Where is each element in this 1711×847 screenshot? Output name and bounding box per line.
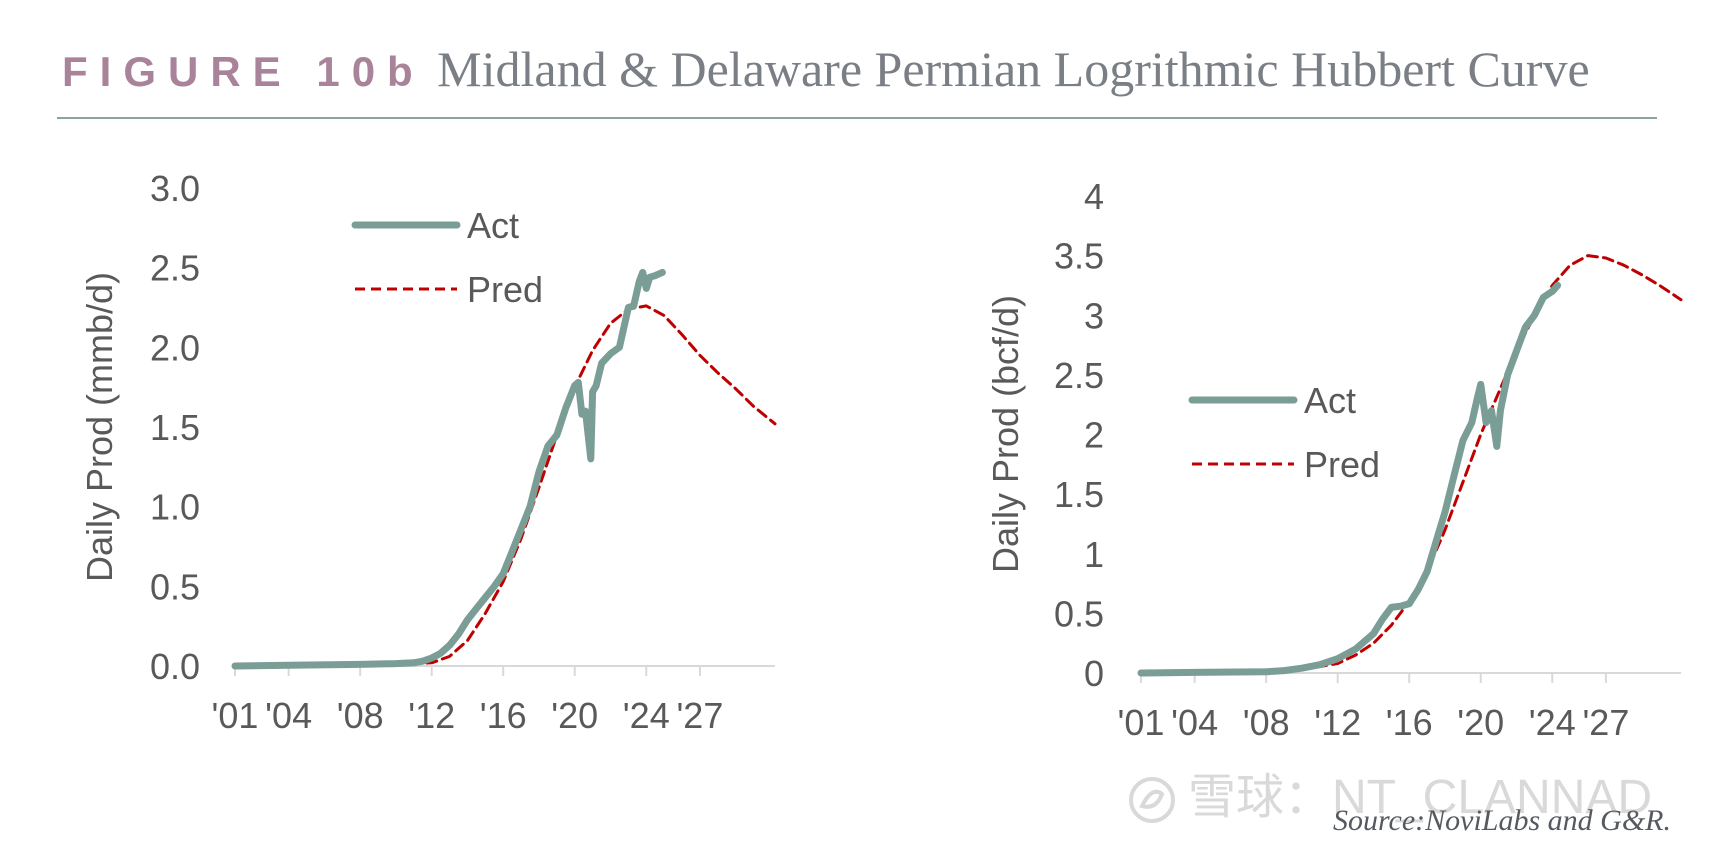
oil-y-tick-label: 0.0 [150, 646, 200, 687]
oil-legend-label-pred: Pred [467, 269, 543, 310]
gas-y-tick-label: 4 [1084, 176, 1104, 217]
watermark-text: 雪球：NT_CLANNAD [1188, 771, 1653, 824]
oil-x-tick-label: '20 [551, 695, 598, 736]
gas-x-tick-label: '12 [1314, 702, 1361, 743]
oil-x-tick-label: '16 [480, 695, 527, 736]
gas-y-tick-label: 3 [1084, 295, 1104, 336]
oil-series-act-line [231, 268, 666, 670]
gas-x-tick-label: '16 [1386, 702, 1433, 743]
oil-y-axis-label: Daily Prod (mmb/d) [79, 272, 120, 582]
oil-legend-label-act: Act [467, 205, 519, 246]
gas-legend-label-pred: Pred [1304, 444, 1380, 485]
gas-x-tick-label: '24 [1529, 702, 1576, 743]
gas-series-pred-line [1139, 254, 1683, 675]
gas-y-tick-label: 0.5 [1054, 593, 1104, 634]
source-note: Source:NoviLabs and G&R. [1332, 804, 1671, 837]
snowball-logo-icon [1129, 777, 1175, 824]
gas-x-tick-label: '04 [1171, 702, 1218, 743]
figure-title: Midland & Delaware Permian Logrithmic Hu… [437, 41, 1590, 97]
gas-y-tick-label: 3.5 [1054, 236, 1104, 277]
figure-header: FIGURE 10b Midland & Delaware Permian Lo… [62, 40, 1662, 110]
gas-legend-label-act: Act [1304, 380, 1356, 421]
oil-x-tick-label: '27 [676, 695, 723, 736]
oil-y-tick-label: 1.5 [150, 407, 200, 448]
oil-x-tick-label: '04 [265, 695, 312, 736]
oil-x-tick-label: '24 [623, 695, 670, 736]
watermark: 雪球：NT_CLANNAD [1128, 768, 1688, 828]
gas-y-tick-label: 1.5 [1054, 474, 1104, 515]
oil-x-tick-label: '01 [212, 695, 259, 736]
oil-y-tick-label: 1.0 [150, 487, 200, 528]
gas-x-tick-label: '27 [1582, 702, 1629, 743]
oil-x-tick-label: '08 [337, 695, 384, 736]
oil-x-tick-label: '12 [408, 695, 455, 736]
gas-x-tick-label: '20 [1457, 702, 1504, 743]
gas-y-tick-label: 1 [1084, 534, 1104, 575]
gas-x-tick-label: '08 [1243, 702, 1290, 743]
oil-y-tick-label: 2.5 [150, 248, 200, 289]
gas-y-axis-label: Daily Prod (bcf/d) [985, 295, 1026, 573]
header-divider [57, 117, 1657, 119]
oil-y-tick-label: 0.5 [150, 566, 200, 607]
gas-y-tick-label: 2 [1084, 415, 1104, 456]
gas-y-tick-label: 2.5 [1054, 355, 1104, 396]
oil-y-tick-label: 2.0 [150, 327, 200, 368]
gas-y-tick-label: 0 [1084, 653, 1104, 694]
gas-x-tick-label: '01 [1118, 702, 1165, 743]
figure-label: FIGURE 10b [62, 48, 425, 95]
oil-y-tick-label: 3.0 [150, 168, 200, 209]
gas-series-act-line [1137, 281, 1562, 677]
